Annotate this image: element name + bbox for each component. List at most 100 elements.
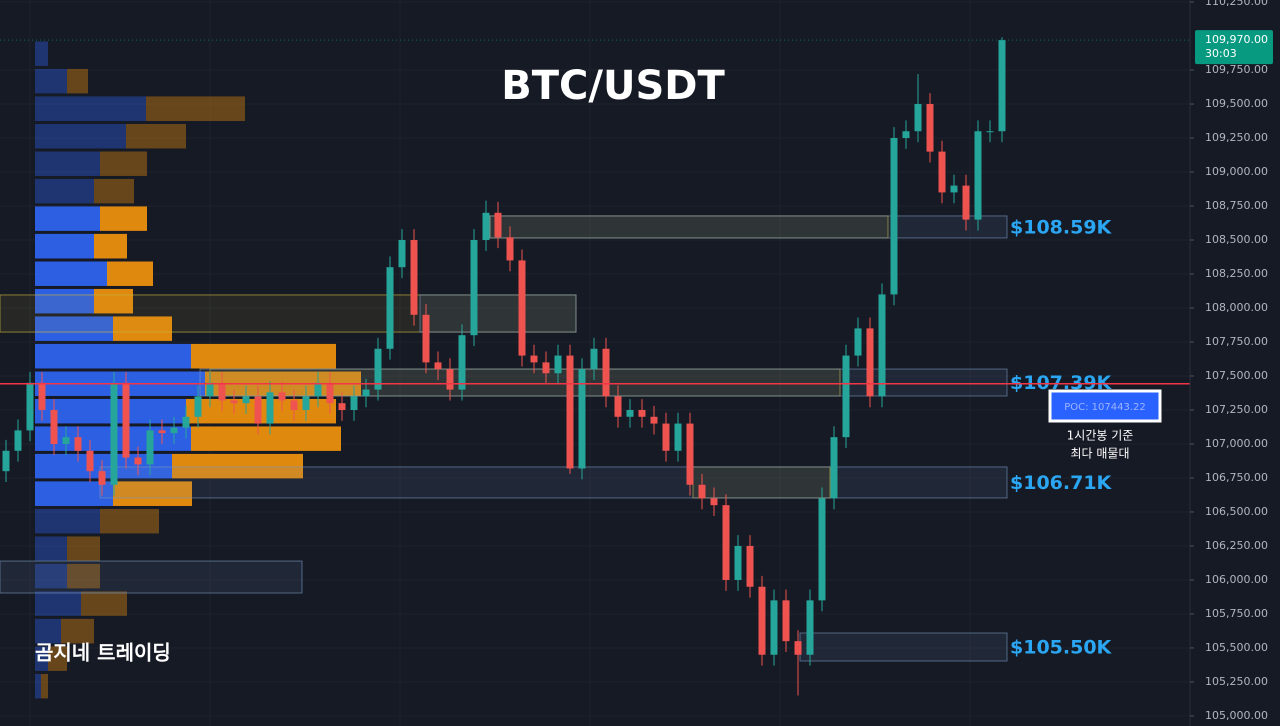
last-price-box (1195, 30, 1273, 65)
y-tick-label: 106,000.00 (1205, 573, 1268, 586)
annotation: 1시간봉 기준 (1067, 429, 1134, 443)
y-tick-label: 108,000.00 (1205, 301, 1268, 314)
sell-volume-bar (81, 591, 127, 616)
y-tick-label: 107,000.00 (1205, 437, 1268, 450)
buy-volume-bar (35, 41, 48, 66)
y-tick-label: 108,250.00 (1205, 267, 1268, 280)
candle-body (398, 240, 406, 268)
candle-body (290, 400, 298, 410)
candle-body (530, 355, 538, 363)
buy-volume-bar (35, 124, 126, 149)
sell-volume-bar (67, 68, 88, 94)
candle-body (194, 396, 202, 417)
zone (799, 632, 1008, 662)
buy-volume-bar (35, 563, 67, 589)
y-tick-label: 106,250.00 (1205, 539, 1268, 552)
sell-volume-bar (191, 343, 336, 369)
candle-body (662, 423, 670, 451)
price-axis: 105,000.00 105,250.00 105,500.00 105,750.00… (1190, 0, 1268, 722)
candle-body (518, 260, 526, 356)
candle-body (410, 240, 418, 315)
watermark: 곰지네 트레이딩 (35, 641, 171, 665)
buy-volume-bar (35, 536, 67, 561)
candle-body (446, 369, 454, 390)
zone (0, 560, 303, 594)
zone-highlight (0, 294, 577, 333)
sell-volume-bar (67, 536, 100, 561)
sell-volume-bar (126, 124, 186, 149)
poc-label: POC: 107443.22 (1064, 402, 1146, 413)
candle-body (914, 104, 922, 132)
candle-body (710, 498, 718, 506)
candle-body (902, 131, 910, 139)
zone-label: $106.71K (1010, 472, 1113, 494)
zone (419, 294, 577, 333)
sell-volume-bar (94, 233, 127, 259)
candle-body (98, 471, 106, 485)
candle-body (722, 505, 730, 580)
candle-body (74, 437, 82, 451)
y-tick-label: 108,500.00 (1205, 233, 1268, 246)
buy-volume-bar (35, 646, 48, 671)
buy-volume-bar (35, 68, 67, 94)
countdown-label: 30:03 (1205, 47, 1237, 60)
candle-body (482, 212, 490, 241)
y-tick-label: 105,500.00 (1205, 641, 1268, 654)
sell-volume-bar (61, 618, 94, 644)
candle-body (686, 423, 694, 485)
sell-volume-bar (113, 481, 192, 506)
buy-volume-bar (35, 261, 107, 286)
y-tick-label: 108,750.00 (1205, 199, 1268, 212)
candle-body (890, 138, 898, 295)
candle-body (206, 382, 214, 397)
sell-volume-bar (94, 288, 133, 314)
candle-body (62, 437, 70, 444)
candle-body (494, 212, 502, 238)
last-price-label: 109,970.00 (1205, 33, 1268, 46)
zone (99, 466, 1008, 499)
candle-body (974, 131, 982, 220)
grid (0, 0, 1190, 726)
candle-body (554, 355, 562, 374)
zone (489, 215, 1008, 239)
candle-body (806, 600, 814, 655)
candle-body (434, 362, 442, 370)
zone-label: $108.59K (1010, 216, 1113, 238)
candles (2, 37, 1006, 696)
candle-body (782, 600, 790, 642)
candle-body (590, 348, 598, 370)
candle-body (182, 416, 190, 428)
sell-volume-bar (67, 563, 100, 589)
buy-volume-bar (35, 591, 81, 616)
y-tick-label: 109,000.00 (1205, 165, 1268, 178)
candle-body (854, 328, 862, 356)
candle-body (638, 409, 646, 417)
candle-body (146, 430, 154, 465)
volume-profile (35, 41, 361, 699)
candle-body (950, 185, 958, 193)
candle-body (326, 382, 334, 404)
candle-body (26, 382, 34, 431)
buy-volume-bar (35, 178, 94, 204)
chart-title: BTC/USDT (501, 63, 725, 109)
candle-body (242, 396, 250, 404)
candle-body (134, 457, 142, 465)
annotation: 최다 매물대 (1070, 447, 1129, 461)
candle-body (962, 185, 970, 220)
candle-body (158, 430, 166, 434)
zone-label: $105.50K (1010, 636, 1113, 658)
candle-body (986, 131, 994, 133)
candle-body (422, 314, 430, 363)
sell-volume-bar (100, 151, 147, 176)
candle-body (50, 409, 58, 444)
y-tick-label: 109,250.00 (1205, 131, 1268, 144)
candle-body (230, 400, 238, 404)
candle-body (386, 267, 394, 349)
candle-body (542, 362, 550, 374)
candle-body (794, 641, 802, 655)
y-tick-label: 105,250.00 (1205, 675, 1268, 688)
sell-volume-bar (100, 206, 147, 231)
